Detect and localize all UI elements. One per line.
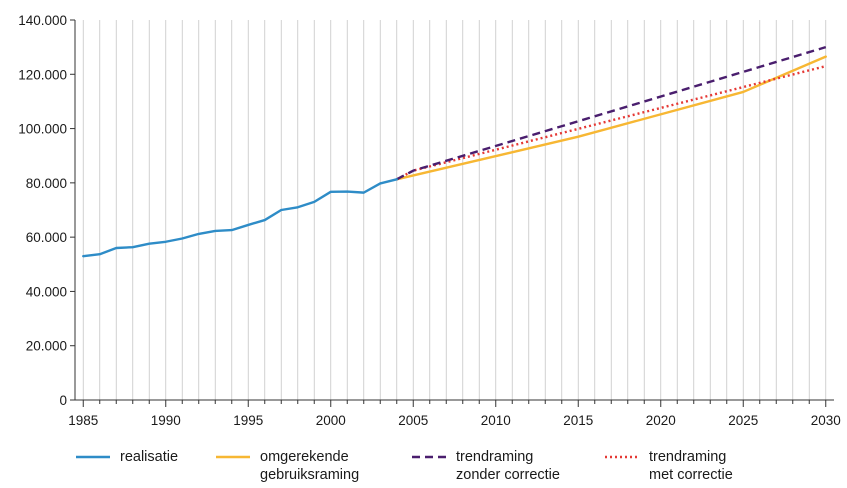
legend: realisatie omgerekende gebruiksraming tr… [0, 448, 847, 488]
legend-label-realisatie: realisatie [120, 449, 179, 465]
x-axis-ticks: 1985 1990 1995 2000 2005 2010 2015 2020 2025 2030 [68, 400, 841, 428]
y-tick-label: 20.000 [26, 339, 67, 354]
legend-item-gebruiksraming: omgerekende gebruiksraming [216, 448, 359, 484]
legend-item-trendraming-zonder: trendraming zonder correctie [412, 448, 560, 484]
legend-swatch-realisatie [76, 455, 110, 459]
series-line-1 [82, 178, 398, 258]
vertical-gridlines [82, 20, 827, 400]
legend-label-gebruiksraming: omgerekende gebruiksraming [260, 449, 360, 483]
line-chart: 0 20.000 40.000 60.000 80.000 100.000 120.000 1… [18, 13, 841, 428]
legend-label-trendraming-met: trendraming met correctie [649, 449, 733, 483]
x-tick-label: 2030 [811, 413, 841, 428]
x-tick-label: 2005 [398, 413, 428, 428]
x-tick-label: 2010 [481, 413, 511, 428]
y-axis-ticks: 0 20.000 40.000 60.000 80.000 100.000 120.000 1… [18, 13, 75, 408]
y-tick-label: 120.000 [18, 67, 67, 82]
x-tick-label: 2020 [646, 413, 676, 428]
x-tick-label: 2015 [563, 413, 593, 428]
x-tick-label: 1995 [233, 413, 263, 428]
y-tick-label: 40.000 [26, 284, 67, 299]
series-lines [82, 45, 827, 258]
x-tick-label: 1985 [68, 413, 98, 428]
x-tick-label: 1990 [151, 413, 181, 428]
legend-swatch-trendraming-zonder [412, 455, 446, 459]
x-tick-label: 2025 [728, 413, 758, 428]
legend-label-trendraming-zonder: trendraming zonder correctie [456, 449, 560, 483]
legend-swatch-trendraming-met [605, 455, 639, 459]
y-tick-label: 60.000 [26, 230, 67, 245]
legend-item-realisatie: realisatie [76, 448, 178, 466]
x-tick-label: 2000 [316, 413, 346, 428]
y-tick-label: 100.000 [18, 122, 67, 137]
series-line-3 [396, 45, 827, 181]
chart-axes [74, 20, 834, 401]
legend-swatch-gebruiksraming [216, 455, 250, 459]
y-tick-label: 140.000 [18, 13, 67, 28]
series-line-2 [395, 55, 827, 181]
y-tick-label: 0 [59, 393, 67, 408]
legend-item-trendraming-met: trendraming met correctie [605, 448, 733, 484]
y-tick-label: 80.000 [26, 176, 67, 191]
